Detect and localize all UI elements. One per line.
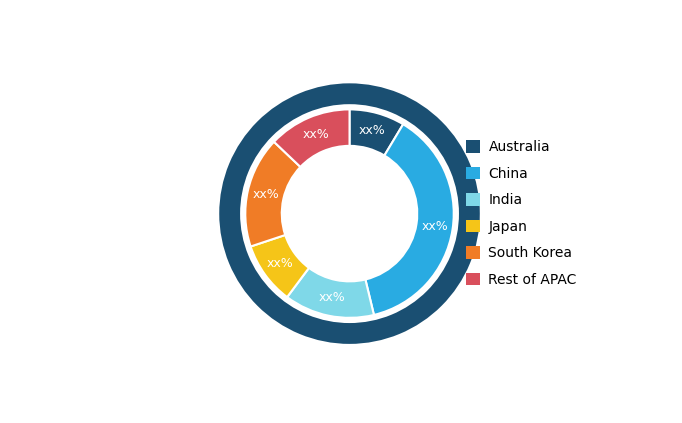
Legend: Australia, China, India, Japan, South Korea, Rest of APAC: Australia, China, India, Japan, South Ko… [461, 135, 582, 292]
Wedge shape [274, 110, 350, 167]
Wedge shape [250, 235, 309, 297]
Wedge shape [219, 83, 480, 344]
Text: xx%: xx% [252, 188, 279, 201]
Text: xx%: xx% [359, 124, 386, 137]
Text: xx%: xx% [421, 220, 448, 233]
Wedge shape [366, 124, 454, 315]
Wedge shape [246, 142, 301, 247]
Wedge shape [287, 268, 374, 318]
Text: xx%: xx% [267, 258, 293, 270]
Wedge shape [349, 110, 403, 156]
Text: xx%: xx% [319, 291, 346, 304]
Text: xx%: xx% [302, 128, 329, 141]
